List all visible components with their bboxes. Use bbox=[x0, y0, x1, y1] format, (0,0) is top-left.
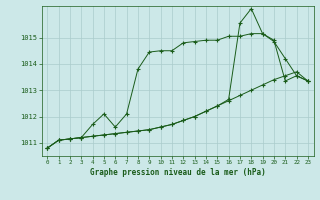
X-axis label: Graphe pression niveau de la mer (hPa): Graphe pression niveau de la mer (hPa) bbox=[90, 168, 266, 177]
